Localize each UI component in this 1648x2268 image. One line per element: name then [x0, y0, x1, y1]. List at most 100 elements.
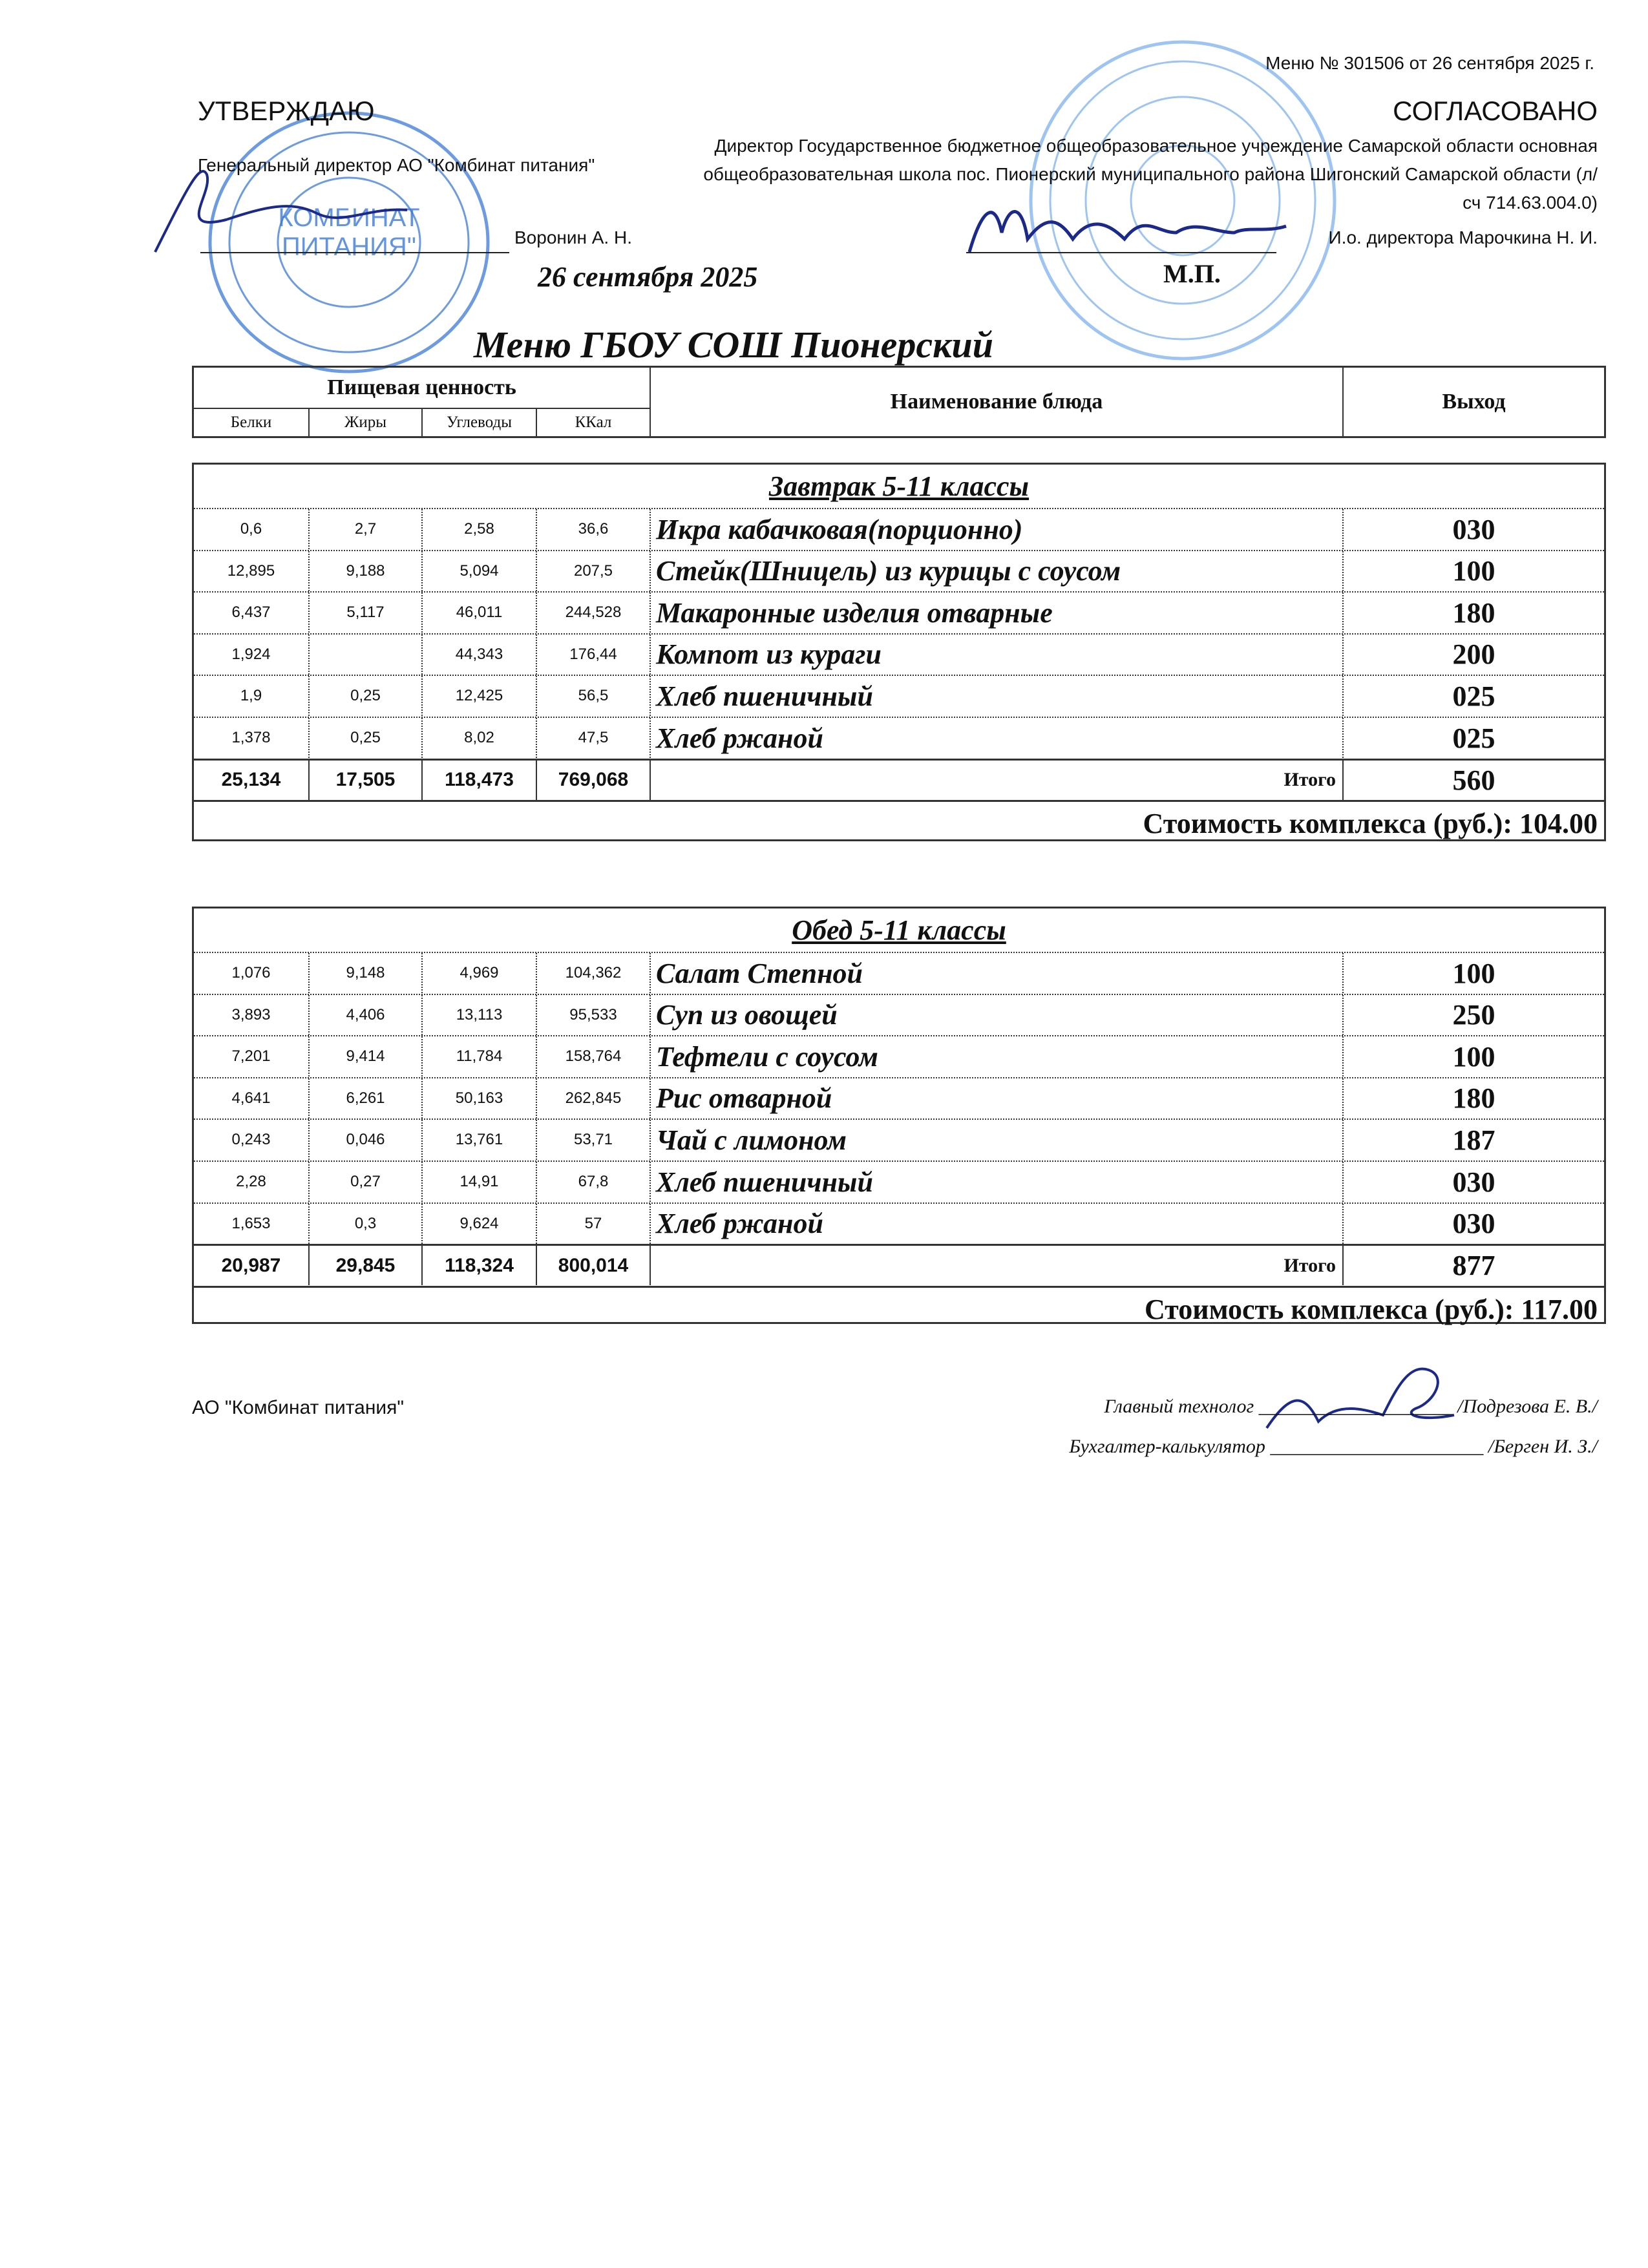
table-row: 0,243 0,046 13,761 53,71 Чай с лимоном 187	[194, 1118, 1604, 1160]
yield-cell: 877	[1452, 1250, 1495, 1282]
agree-signature	[967, 210, 1287, 253]
proteins-cell: 1,076	[194, 953, 310, 993]
fats-cell: 5,117	[310, 593, 423, 633]
table-row: 2,28 0,27 14,91 67,8 Хлеб пшеничный 030	[194, 1160, 1604, 1202]
carbs-cell: 9,624	[423, 1203, 537, 1244]
kcal-cell: 244,528	[537, 593, 651, 633]
kcal-cell: 207,5	[537, 551, 651, 591]
technologist-signature	[1265, 1367, 1455, 1429]
fats-cell: 9,148	[310, 953, 423, 993]
carbs-cell: 2,58	[423, 509, 537, 549]
footer-company: АО "Комбинат питания"	[192, 1397, 405, 1418]
approve-signature	[154, 170, 408, 253]
table-row: 12,895 9,188 5,094 207,5 Стейк(Шницель) из к…	[194, 549, 1604, 591]
proteins-cell: 6,437	[194, 593, 310, 633]
proteins-cell: 7,201	[194, 1036, 310, 1077]
fats-cell: 4,406	[310, 994, 423, 1035]
header-kcal: ККал	[537, 409, 651, 436]
fats-cell	[310, 634, 423, 675]
kcal-cell: 158,764	[537, 1036, 651, 1077]
dish-name: Суп из овощей	[651, 994, 1344, 1035]
agree-name: И.о. директора Марочкина Н. И.	[1328, 227, 1598, 247]
yield-cell: 100	[1452, 957, 1495, 989]
table-row: 0,6 2,7 2,58 36,6 Икра кабачковая(порционно)…	[194, 508, 1604, 549]
dish-name: Компот из кураги	[651, 634, 1344, 675]
proteins-cell: 4,641	[194, 1078, 310, 1118]
carbs-cell: 4,969	[423, 953, 537, 993]
approve-signature-line	[200, 252, 509, 253]
footer-accountant: Бухгалтер-калькулятор __________________…	[1069, 1436, 1598, 1457]
yield-cell: 560	[1452, 764, 1495, 796]
proteins-cell: 1,653	[194, 1203, 310, 1244]
fats-cell: 0,25	[310, 718, 423, 758]
header-carbs: Углеводы	[423, 409, 537, 436]
yield-cell: 200	[1452, 638, 1495, 671]
header-yield: Выход	[1442, 390, 1506, 414]
carbs-cell: 118,324	[423, 1246, 537, 1286]
kcal-cell: 36,6	[537, 509, 651, 549]
dish-name: Хлеб ржаной	[651, 718, 1344, 758]
fats-cell: 9,188	[310, 551, 423, 591]
agree-position: Директор Государственное бюджетное общео…	[703, 136, 1598, 213]
carbs-cell: 50,163	[423, 1078, 537, 1118]
header-nutrition: Пищевая ценность	[194, 368, 651, 409]
dish-name: Чай с лимоном	[651, 1120, 1344, 1160]
kcal-cell: 769,068	[537, 760, 651, 800]
approve-title: УТВЕРЖДАЮ	[198, 96, 375, 126]
kcal-cell: 57	[537, 1203, 651, 1244]
carbs-cell: 118,473	[423, 760, 537, 800]
complex-cost: Стоимость комплекса (руб.): 104.00	[194, 800, 1604, 845]
table-row: 1,378 0,25 8,02 47,5 Хлеб ржаной 025	[194, 717, 1604, 758]
proteins-cell: 1,924	[194, 634, 310, 675]
dish-name: Салат Степной	[651, 953, 1344, 993]
header-fats: Жиры	[310, 409, 423, 436]
fats-cell: 6,261	[310, 1078, 423, 1118]
carbs-cell: 11,784	[423, 1036, 537, 1077]
proteins-cell: 3,893	[194, 994, 310, 1035]
proteins-cell: 1,9	[194, 676, 310, 717]
header-dish: Наименование блюда	[651, 368, 1344, 436]
header-proteins: Белки	[194, 409, 310, 436]
yield-cell: 250	[1452, 999, 1495, 1031]
yield-cell: 030	[1452, 513, 1495, 545]
stamp-mp-label: М.П.	[1163, 259, 1221, 288]
carbs-cell: 5,094	[423, 551, 537, 591]
dish-name: Хлеб ржаной	[651, 1203, 1344, 1244]
approve-date: 26 сентября 2025	[538, 261, 758, 293]
table-row: 1,924 44,343 176,44 Компот из кураги 200	[194, 633, 1604, 675]
approve-name: Воронин А. Н.	[514, 227, 632, 247]
agree-signature-line	[966, 252, 1276, 253]
agree-title: СОГЛАСОВАНО	[1393, 96, 1598, 126]
total-row: 25,134 17,505 118,473 769,068 Итого 560	[194, 758, 1604, 800]
breakfast-section: Завтрак 5-11 классы 0,6 2,7 2,58 36,6 Икра ка…	[192, 463, 1606, 841]
dish-name: Рис отварной	[651, 1078, 1344, 1118]
table-row: 1,076 9,148 4,969 104,362 Салат Степной 100	[194, 952, 1604, 993]
yield-cell: 100	[1452, 555, 1495, 587]
fats-cell: 0,3	[310, 1203, 423, 1244]
proteins-cell: 25,134	[194, 760, 310, 800]
table-row: 3,893 4,406 13,113 95,533 Суп из овощей 250	[194, 993, 1604, 1035]
table-row: 1,653 0,3 9,624 57 Хлеб ржаной 030	[194, 1202, 1604, 1244]
table-header: Пищевая ценность Белки Жиры Углеводы ККа…	[192, 366, 1606, 438]
dish-name: Хлеб пшеничный	[651, 676, 1344, 717]
carbs-cell: 13,113	[423, 994, 537, 1035]
kcal-cell: 56,5	[537, 676, 651, 717]
school-stamp	[1029, 40, 1336, 361]
kcal-cell: 262,845	[537, 1078, 651, 1118]
kcal-cell: 104,362	[537, 953, 651, 993]
carbs-cell: 44,343	[423, 634, 537, 675]
footer-technologist: Главный технолог ____________________ /П…	[1104, 1396, 1598, 1417]
total-row: 20,987 29,845 118,324 800,014 Итого 877	[194, 1244, 1604, 1286]
fats-cell: 9,414	[310, 1036, 423, 1077]
yield-cell: 030	[1452, 1166, 1495, 1198]
carbs-cell: 14,91	[423, 1162, 537, 1202]
table-row: 1,9 0,25 12,425 56,5 Хлеб пшеничный 025	[194, 675, 1604, 717]
fats-cell: 29,845	[310, 1246, 423, 1286]
kcal-cell: 95,533	[537, 994, 651, 1035]
kcal-cell: 176,44	[537, 634, 651, 675]
carbs-cell: 8,02	[423, 718, 537, 758]
complex-cost: Стоимость комплекса (руб.): 117.00	[194, 1285, 1604, 1331]
proteins-cell: 0,6	[194, 509, 310, 549]
yield-cell: 180	[1452, 1082, 1495, 1115]
total-label: Итого	[651, 760, 1344, 800]
